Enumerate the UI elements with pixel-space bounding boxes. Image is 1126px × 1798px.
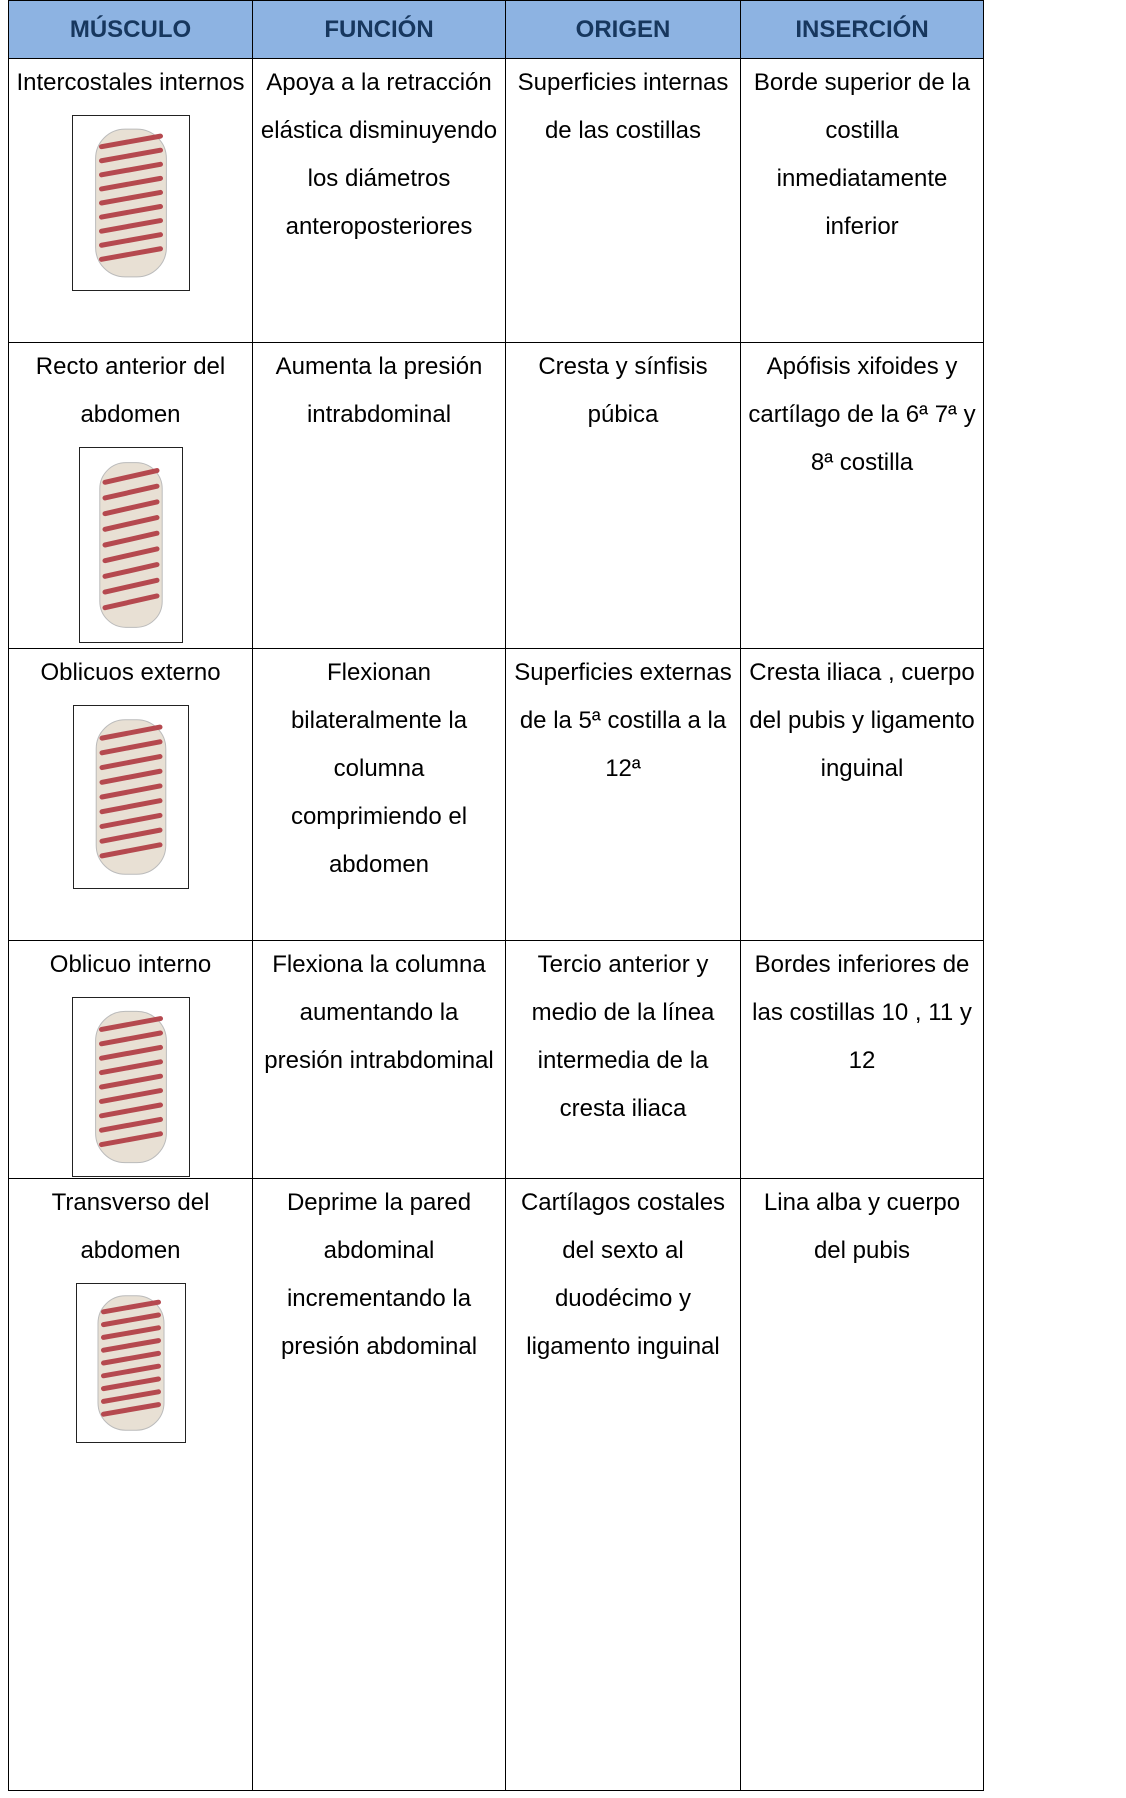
cell-text: Deprime la pared abdominal incrementando… bbox=[280, 1189, 478, 1360]
cell-text: Bordes inferiores de las costillas 10 , … bbox=[752, 951, 972, 1074]
cell-text: Tercio anterior y medio de la línea inte… bbox=[531, 951, 715, 1122]
table-row: Oblicuo interno Flexiona la columna aumen… bbox=[8, 940, 984, 1179]
table-cell: Oblicuo interno bbox=[8, 940, 253, 1179]
table-row: Transverso del abdomen Deprime la pared a… bbox=[8, 1178, 984, 1791]
cell-text: Cartílagos costales del sexto al duodéci… bbox=[520, 1189, 726, 1360]
cell-text: Flexiona la columna aumentando la presió… bbox=[264, 951, 494, 1074]
table-cell: Cresta iliaca , cuerpo del pubis y ligam… bbox=[740, 648, 984, 941]
table-cell: Cresta y sínfisis púbica bbox=[505, 342, 741, 649]
cell-text: Superficies externas de la 5ª costilla a… bbox=[514, 659, 732, 782]
table-cell: Recto anterior del abdomen bbox=[8, 342, 253, 649]
cell-text: Flexionan bilateralmente la columna comp… bbox=[290, 659, 468, 878]
muscle-image bbox=[75, 1283, 186, 1443]
table-cell: Transverso del abdomen bbox=[8, 1178, 253, 1791]
table-row: Oblicuos externo Flexionan bilateralmente… bbox=[8, 648, 984, 941]
muscle-table: MÚSCULO FUNCIÓN ORIGEN INSERCIÓN Intercosta… bbox=[8, 0, 984, 1791]
table-cell: Flexiona la columna aumentando la presió… bbox=[252, 940, 506, 1179]
cell-text: Oblicuo interno bbox=[49, 951, 212, 978]
table-cell: Tercio anterior y medio de la línea inte… bbox=[505, 940, 741, 1179]
table-cell: Flexionan bilateralmente la columna comp… bbox=[252, 648, 506, 941]
cell-text: Transverso del abdomen bbox=[51, 1189, 210, 1264]
cell-text: Apoya a la retracción elástica disminuye… bbox=[260, 69, 498, 240]
cell-text: Aumenta la presión intrabdominal bbox=[275, 353, 483, 428]
cell-text: Recto anterior del abdomen bbox=[35, 353, 226, 428]
cell-text: Apófisis xifoides y cartílago de la 6ª 7… bbox=[748, 353, 976, 476]
muscle-image bbox=[72, 705, 189, 889]
header-cell: ORIGEN bbox=[505, 0, 741, 59]
muscle-image bbox=[71, 997, 190, 1177]
table-cell: Deprime la pared abdominal incrementando… bbox=[252, 1178, 506, 1791]
table-cell: Superficies externas de la 5ª costilla a… bbox=[505, 648, 741, 941]
cell-text: Borde superior de la costilla inmediatam… bbox=[753, 69, 971, 240]
table-cell: Lina alba y cuerpo del pubis bbox=[740, 1178, 984, 1791]
table-cell: Cartílagos costales del sexto al duodéci… bbox=[505, 1178, 741, 1791]
cell-text: Cresta y sínfisis púbica bbox=[538, 353, 708, 428]
cell-text: Superficies internas de las costillas bbox=[517, 69, 729, 144]
cell-text: Intercostales internos bbox=[16, 69, 245, 96]
cell-text: Cresta iliaca , cuerpo del pubis y ligam… bbox=[749, 659, 975, 782]
header-cell: MÚSCULO bbox=[8, 0, 253, 59]
table-cell: Bordes inferiores de las costillas 10 , … bbox=[740, 940, 984, 1179]
document: MÚSCULO FUNCIÓN ORIGEN INSERCIÓN Intercosta… bbox=[8, 0, 984, 1791]
header-row: MÚSCULO FUNCIÓN ORIGEN INSERCIÓN bbox=[8, 0, 984, 59]
table-body: Intercostales internos Apoya a la retracc… bbox=[8, 58, 984, 1791]
table-cell: Borde superior de la costilla inmediatam… bbox=[740, 58, 984, 343]
table-cell: Apófisis xifoides y cartílago de la 6ª 7… bbox=[740, 342, 984, 649]
table-row: Intercostales internos Apoya a la retracc… bbox=[8, 58, 984, 343]
table-cell: Apoya a la retracción elástica disminuye… bbox=[252, 58, 506, 343]
cell-text: Lina alba y cuerpo del pubis bbox=[763, 1189, 961, 1264]
table-cell: Intercostales internos bbox=[8, 58, 253, 343]
table-cell: Aumenta la presión intrabdominal bbox=[252, 342, 506, 649]
header-cell: FUNCIÓN bbox=[252, 0, 506, 59]
table-row: Recto anterior del abdomen Aumenta la pre… bbox=[8, 342, 984, 649]
muscle-image bbox=[78, 447, 183, 643]
table-cell: Oblicuos externo bbox=[8, 648, 253, 941]
header-cell: INSERCIÓN bbox=[740, 0, 984, 59]
table-cell: Superficies internas de las costillas bbox=[505, 58, 741, 343]
cell-text: Oblicuos externo bbox=[40, 659, 221, 686]
muscle-image bbox=[71, 115, 190, 291]
